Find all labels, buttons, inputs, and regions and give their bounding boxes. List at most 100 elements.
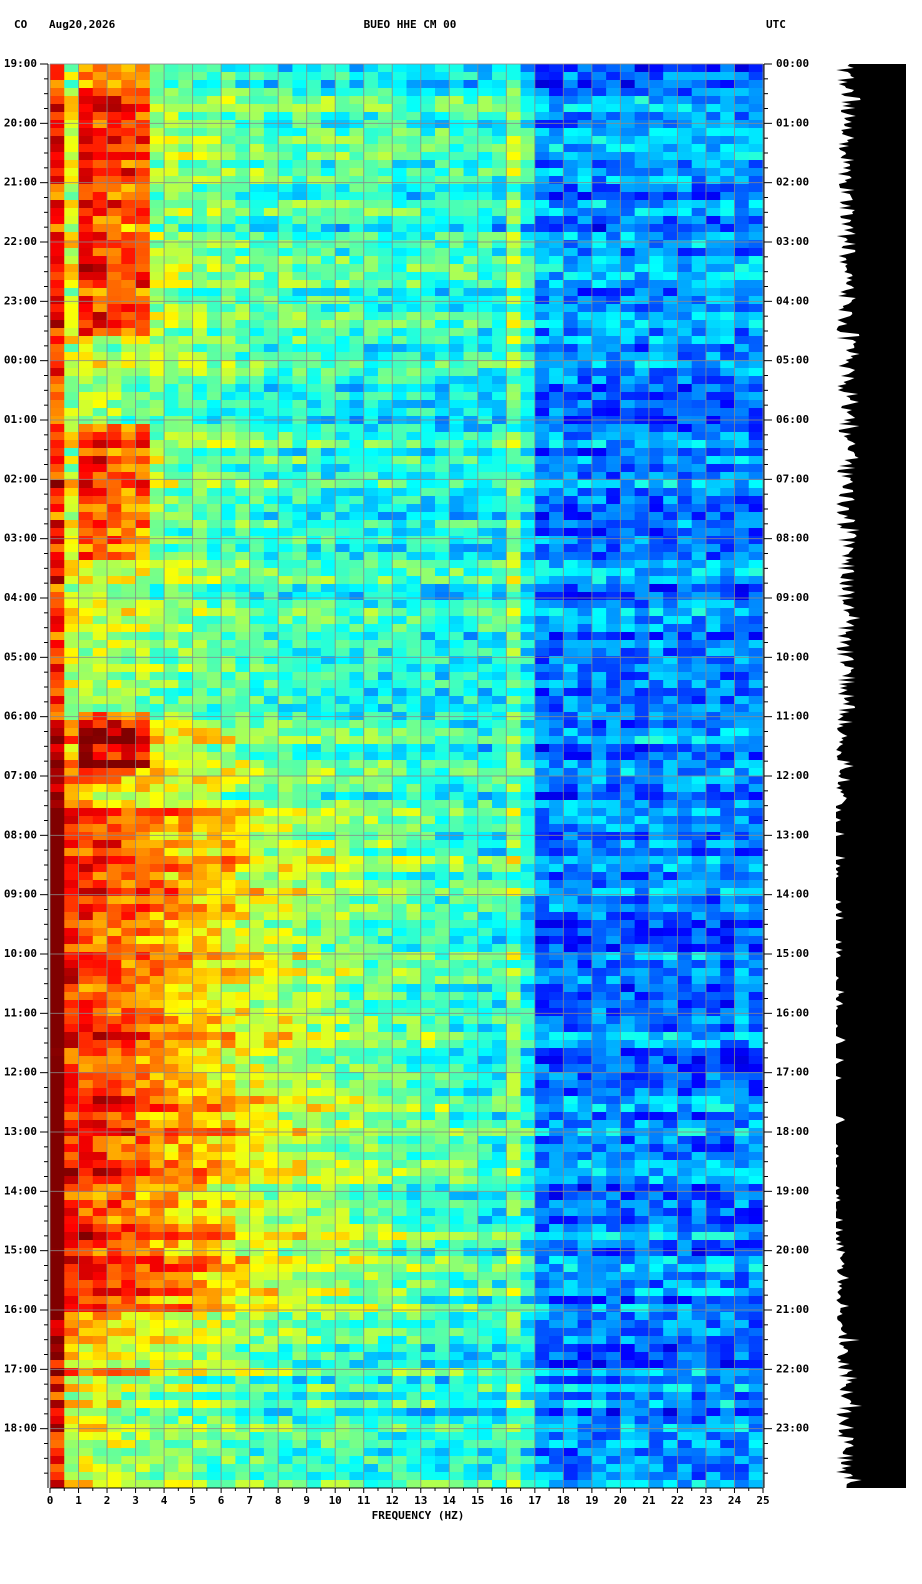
spectrogram-cell <box>392 328 407 337</box>
spectrogram-cell <box>634 728 650 737</box>
spectrogram-cell <box>477 824 493 833</box>
spectrogram-cell <box>92 168 108 177</box>
spectrogram-cell <box>406 808 422 817</box>
spectrogram-cell <box>705 144 721 153</box>
spectrogram-cell <box>677 464 693 473</box>
spectrogram-cell <box>235 400 251 409</box>
spectrogram-cell <box>78 336 94 345</box>
spectrogram-cell <box>107 664 122 673</box>
spectrogram-cell <box>392 472 407 481</box>
spectrogram-cell <box>50 768 65 777</box>
spectrogram-cell <box>363 320 379 329</box>
spectrogram-cell <box>221 72 236 81</box>
spectrogram-cell <box>406 456 422 465</box>
spectrogram-cell <box>392 624 407 633</box>
spectrogram-cell <box>534 288 550 297</box>
spectrogram-cell <box>335 752 350 761</box>
spectrogram-cell <box>449 216 465 225</box>
spectrogram-cell <box>506 128 522 137</box>
spectrogram-cell <box>563 728 579 737</box>
spectrogram-cell <box>50 360 65 369</box>
spectrogram-cell <box>449 704 465 713</box>
spectrogram-cell <box>164 80 179 89</box>
spectrogram-cell <box>720 200 735 209</box>
spectrogram-cell <box>78 368 94 377</box>
spectrogram-cell <box>591 336 607 345</box>
spectrogram-cell <box>149 72 165 81</box>
spectrogram-cell <box>734 824 750 833</box>
spectrogram-cell <box>705 808 721 817</box>
spectrogram-cell <box>377 504 393 513</box>
spectrogram-cell <box>705 176 721 185</box>
spectrogram-cell <box>377 712 393 721</box>
spectrogram-cell <box>677 128 693 137</box>
spectrogram-cell <box>135 544 151 553</box>
spectrogram-cell <box>549 848 564 857</box>
spectrogram-cell <box>577 232 593 241</box>
spectrogram-cell <box>50 568 65 577</box>
spectrogram-cell <box>221 184 236 193</box>
spectrogram-cell <box>492 712 507 721</box>
spectrogram-cell <box>64 392 80 401</box>
spectrogram-cell <box>235 584 251 593</box>
spectrogram-cell <box>292 280 308 289</box>
spectrogram-cell <box>720 272 735 281</box>
spectrogram-cell <box>320 464 336 473</box>
spectrogram-cell <box>292 704 308 713</box>
spectrogram-cell <box>78 704 94 713</box>
spectrogram-cell <box>64 496 80 505</box>
spectrogram-cell <box>263 392 279 401</box>
spectrogram-cell <box>107 248 122 257</box>
spectrogram-cell <box>420 576 436 585</box>
spectrogram-cell <box>363 360 379 369</box>
spectrogram-cell <box>677 720 693 729</box>
spectrogram-cell <box>648 520 664 529</box>
spectrogram-cell <box>92 592 108 601</box>
spectrogram-cell <box>249 112 265 121</box>
spectrogram-cell <box>192 256 208 265</box>
spectrogram-cell <box>449 608 465 617</box>
spectrogram-cell <box>577 616 593 625</box>
spectrogram-cell <box>648 640 664 649</box>
spectrogram-cell <box>377 288 393 297</box>
spectrogram-cell <box>377 792 393 801</box>
spectrogram-cell <box>249 848 265 857</box>
spectrogram-cell <box>563 120 579 129</box>
spectrogram-cell <box>178 832 194 841</box>
spectrogram-cell <box>107 808 122 817</box>
spectrogram-cell <box>577 216 593 225</box>
spectrogram-cell <box>563 192 579 201</box>
spectrogram-cell <box>78 440 94 449</box>
spectrogram-cell <box>534 720 550 729</box>
spectrogram-cell <box>577 112 593 121</box>
spectrogram-cell <box>748 280 764 289</box>
spectrogram-cell <box>392 576 407 585</box>
spectrogram-cell <box>50 88 65 97</box>
spectrogram-cell <box>463 400 479 409</box>
spectrogram-cell <box>392 128 407 137</box>
spectrogram-cell <box>734 848 750 857</box>
spectrogram-cell <box>577 800 593 809</box>
spectrogram-cell <box>720 160 735 169</box>
spectrogram-cell <box>292 264 308 273</box>
spectrogram-cell <box>435 776 450 785</box>
spectrogram-cell <box>349 800 365 809</box>
spectrogram-cell <box>192 168 208 177</box>
spectrogram-cell <box>520 120 536 129</box>
spectrogram-cell <box>377 200 393 209</box>
spectrogram-cell <box>64 728 80 737</box>
spectrogram-cell <box>392 96 407 105</box>
spectrogram-cell <box>335 64 350 73</box>
spectrogram-cell <box>492 536 507 545</box>
spectrogram-cell <box>406 272 422 281</box>
spectrogram-cell <box>78 608 94 617</box>
spectrogram-cell <box>563 584 579 593</box>
spectrogram-cell <box>306 192 322 201</box>
spectrogram-cell <box>363 64 379 73</box>
spectrogram-cell <box>363 528 379 537</box>
spectrogram-cell <box>221 128 236 137</box>
spectrogram-cell <box>677 384 693 393</box>
spectrogram-cell <box>449 832 465 841</box>
spectrogram-cell <box>705 560 721 569</box>
spectrogram-cell <box>50 184 65 193</box>
